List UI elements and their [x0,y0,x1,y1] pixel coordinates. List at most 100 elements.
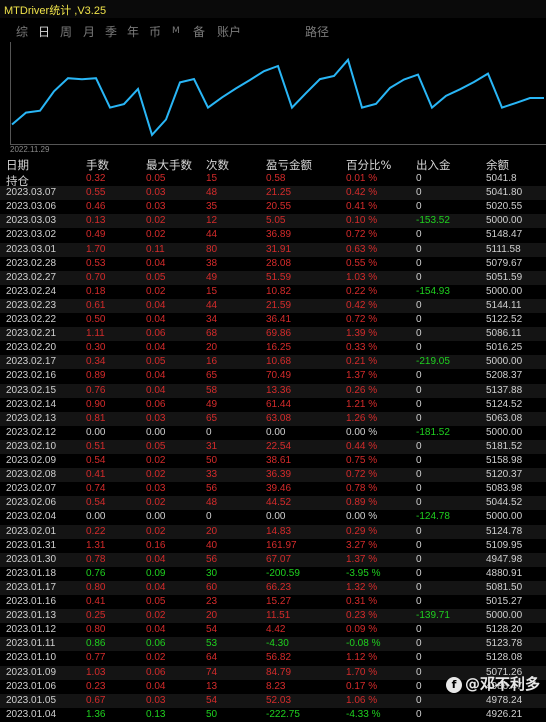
cell: 56 [206,553,218,565]
table-row: 2023.01.17 0.80 0.04 60 66.23 1.32 % 0 5081.50 [0,580,546,595]
cell: -200.59 [266,567,300,579]
cell: 0.04 [146,257,166,269]
cell: 0.42 % [346,299,378,311]
cell: 1.70 [86,243,106,255]
cell: 0 [416,624,422,636]
tab-4[interactable]: 季 [105,25,118,39]
cell: 2023.02.01 [6,525,57,537]
cell: -181.52 [416,426,450,438]
cell: 0.72 % [346,469,378,481]
tab-9[interactable]: 账户 [217,25,242,39]
cell: 61.44 [266,398,292,410]
cell: 2023.02.14 [6,398,57,410]
cell: 48 [206,187,218,199]
cell: 2023.02.15 [6,384,57,396]
tab-2[interactable]: 周 [60,25,73,39]
cell: 0.72 % [346,314,378,325]
table-row: 2023.01.16 0.41 0.05 23 15.27 0.31 % 0 5015.27 [0,595,546,609]
cell: 0 [416,581,422,593]
cell: 5111.58 [486,243,521,255]
cell: 0.23 [86,680,106,692]
cell: 2023.01.06 [6,680,57,692]
cell: 58 [206,384,218,396]
header-5: 百分比% [346,158,392,172]
cell: 0.46 [86,201,106,213]
table-row: 2023.01.05 0.67 0.03 54 52.03 1.06 % 0 4978.24 [0,693,546,708]
cell: 60 [206,581,218,593]
tab-3[interactable]: 月 [83,25,96,39]
holding-row: 持仓 0.32 0.05 15 0.58 0.01 % 0 5041.8 [0,172,546,188]
cell: 23 [206,596,218,607]
table-row: 2023.02.08 0.41 0.02 33 36.39 0.72 % 0 5120.37 [0,468,546,483]
table-row: 2023.01.09 1.03 0.06 74 84.79 1.70 % 0 5071.26 [0,665,546,680]
tab-0[interactable]: 综 [16,25,29,39]
cell: 5.05 [266,215,286,227]
cell: 0.42 % [346,187,378,199]
cell: 0.00 [86,426,106,438]
cell: 1.32 % [346,581,378,593]
table-row: 2023.02.10 0.51 0.05 31 22.54 0.44 % 0 5181.52 [0,439,546,454]
cell: 0.04 [146,680,166,692]
cell: 0.04 [146,384,166,396]
tab-10[interactable]: 路径 [305,25,330,39]
cell: -0.08 % [346,638,381,650]
cell: 52.03 [266,694,292,706]
cell: 31 [206,440,218,452]
cell: 0 [416,314,422,325]
table-row: 2023.03.07 0.55 0.03 48 21.25 0.42 % 0 5041.80 [0,186,546,201]
table-row: 2023.02.06 0.54 0.02 48 44.52 0.89 % 0 5044.52 [0,496,546,511]
tab-1[interactable]: 日 [38,25,51,39]
cell: 0 [416,455,422,466]
table-row: 2023.03.06 0.46 0.03 35 20.55 0.41 % 0 5020.55 [0,200,546,214]
cell: 0 [416,652,422,664]
cell: 40 [206,539,218,551]
cell: 0.05 [146,356,166,368]
cell: 0.04 [146,299,166,311]
cell: 2023.02.10 [6,440,57,452]
cell: 5000.00 [486,426,523,438]
cell: 0.58 [266,173,286,184]
cell: 2023.01.04 [6,708,57,720]
cell: 0 [206,511,212,523]
cell: 11.51 [266,610,291,622]
cell: 5086.11 [486,328,522,340]
table-header: 日期 手数 最大手数 次数 盈亏金额 百分比% 出入金 余额 [0,157,546,172]
table-row: 2023.01.11 0.86 0.06 53 -4.30 -0.08 % 0 5123.78 [0,637,546,652]
cell: 5128.20 [486,624,523,636]
cell: -4.33 % [346,708,381,720]
cell: 0.33 % [346,342,378,354]
cell: 2023.02.22 [6,314,57,325]
cell: -219.05 [416,356,450,368]
tab-7[interactable]: M [172,26,180,36]
cell: -3.95 % [346,567,381,579]
cell: 0 [416,342,422,354]
cell: 0.05 [146,173,166,184]
tab-5[interactable]: 年 [127,25,140,39]
cell: 5083.98 [486,483,523,495]
cell: 5158.98 [486,455,523,466]
cell: 0.06 [146,666,166,678]
cell: 0.80 [86,581,106,593]
cell: 0 [416,638,422,650]
cell: 0.01 % [346,173,378,184]
cell: 13 [206,680,218,692]
cell: 5124.78 [486,525,523,537]
cell: 0.78 [86,553,106,565]
tab-8[interactable]: 备 [193,25,206,39]
title-bar: MTDriver统计 ,V3.25 [0,0,546,18]
table-row: 2023.02.14 0.90 0.06 49 61.44 1.21 % 0 5124.52 [0,398,546,412]
cell: 0 [416,370,422,382]
tab-6[interactable]: 币 [149,25,162,39]
cell: 2023.02.12 [6,426,57,438]
cell: 2023.01.30 [6,553,57,565]
table-row: 2023.02.12 0.00 0.00 0 0.00 0.00 % -181.52 5000… [0,426,546,440]
table-row: 2023.02.17 0.34 0.05 16 10.68 0.21 % -219.05 50… [0,355,546,370]
cell: 0.41 % [346,201,378,213]
cell: 0.29 % [346,525,378,537]
cell: -153.52 [416,215,450,227]
cell: 50 [206,708,218,720]
cell: 15 [206,285,218,297]
cell: 0.04 [146,342,166,354]
cell: 20 [206,610,218,622]
cell: 0.50 [86,314,106,325]
